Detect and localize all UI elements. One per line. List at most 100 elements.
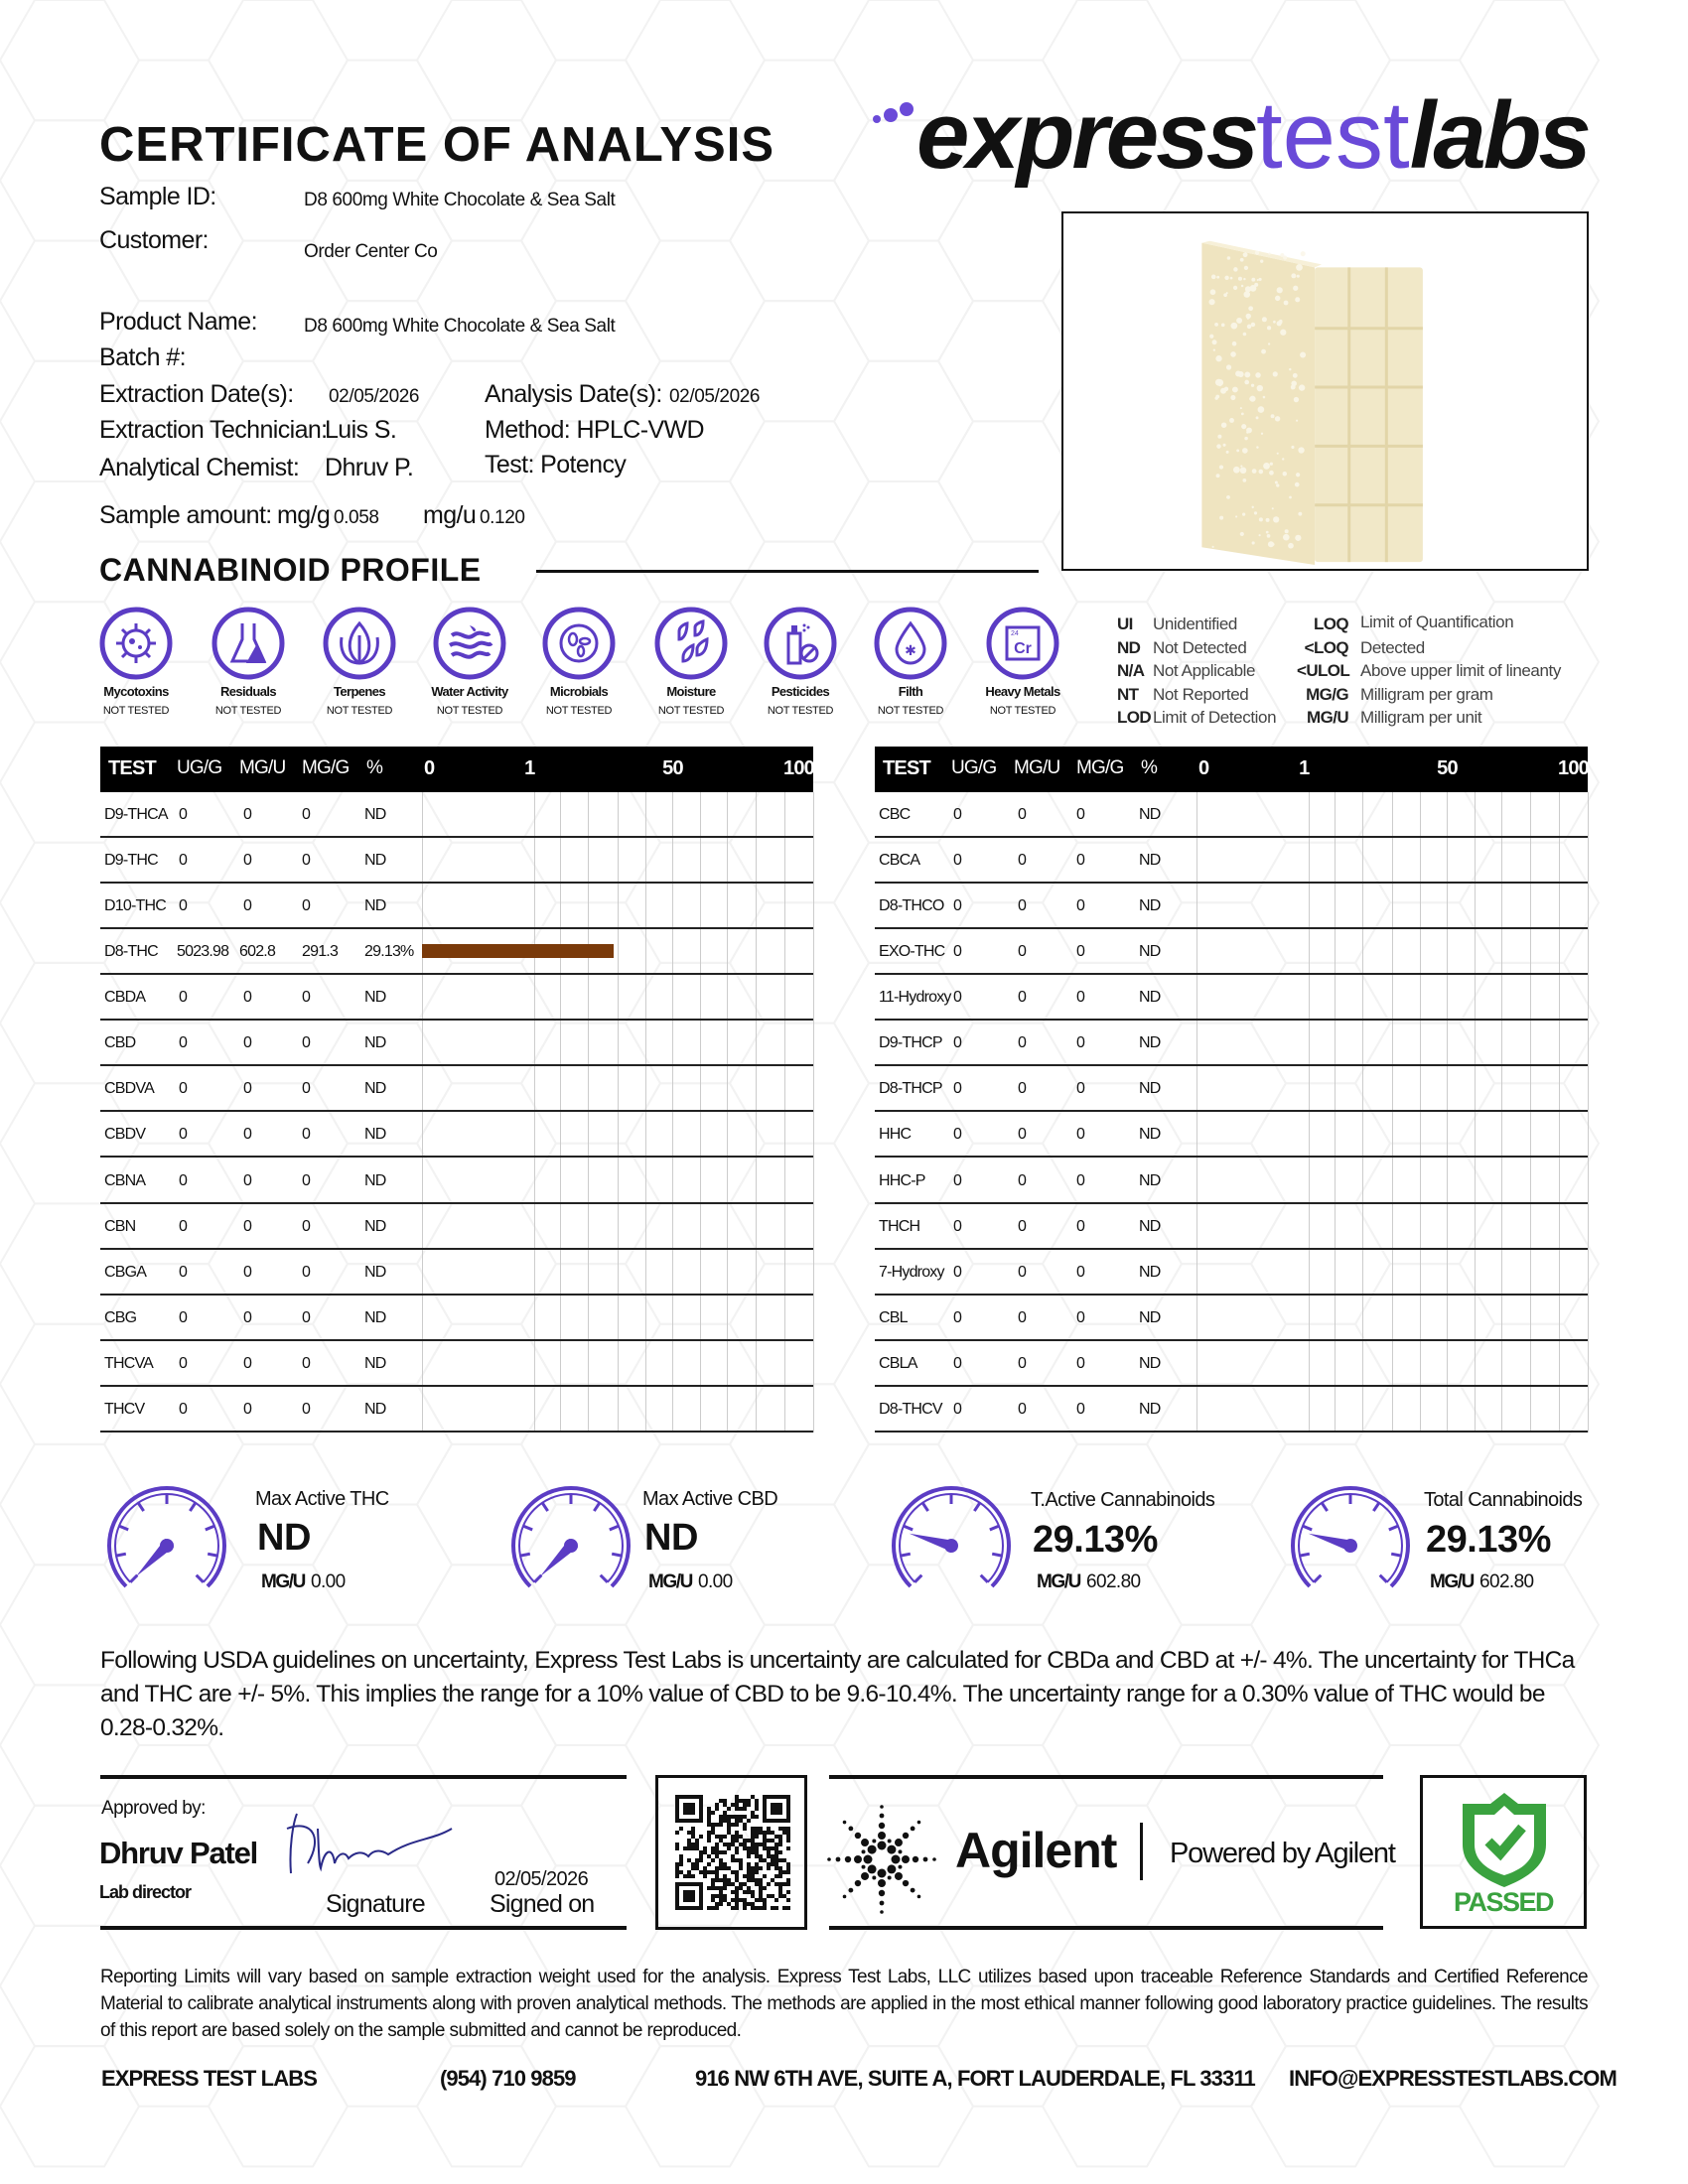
chart-gridline bbox=[1447, 792, 1449, 1433]
cell-mgg: 0 bbox=[302, 1080, 311, 1098]
cell-ugg: 0 bbox=[179, 1400, 188, 1418]
page-title: CERTIFICATE OF ANALYSIS bbox=[99, 118, 775, 172]
cell-mgu: 0 bbox=[243, 1354, 252, 1372]
cell-pct: ND bbox=[364, 1171, 386, 1189]
cell-ugg: 0 bbox=[179, 1126, 188, 1144]
chromium-element-icon: 24 Cr bbox=[985, 606, 1060, 681]
test-label: Water Activity bbox=[431, 684, 508, 699]
cell-mgu: 0 bbox=[243, 1263, 252, 1281]
divider bbox=[100, 1775, 627, 1779]
cell-mgu: 0 bbox=[243, 1400, 252, 1418]
footer-email[interactable]: INFO@EXPRESSTESTLABS.COM bbox=[1289, 2066, 1618, 2091]
droplets-icon bbox=[653, 606, 729, 681]
chart-gridline bbox=[1419, 792, 1421, 1433]
qr-code[interactable] bbox=[655, 1775, 807, 1930]
table-row: D8-THCP 0 0 0 ND bbox=[875, 1066, 1588, 1113]
gauge-mgu-label: MG/U bbox=[261, 1571, 306, 1592]
analysis-date-value: 02/05/2026 bbox=[669, 386, 761, 407]
table-row: CBCA 0 0 0 ND bbox=[875, 838, 1588, 885]
signature-label: Signature bbox=[326, 1890, 426, 1918]
cell-mgg: 0 bbox=[1076, 1080, 1085, 1098]
cell-mgu: 0 bbox=[1018, 1308, 1027, 1326]
technician-label: Extraction Technician: bbox=[99, 416, 328, 444]
test-label: Microbials bbox=[549, 684, 609, 699]
method-value: Method: HPLC-VWD bbox=[485, 416, 705, 444]
cell-mgg: 0 bbox=[1076, 1263, 1085, 1281]
chart-gridline bbox=[1362, 792, 1364, 1433]
column-header: TEST bbox=[108, 757, 157, 779]
uncertainty-statement: Following USDA guidelines on uncertainty… bbox=[100, 1647, 1575, 1741]
test-status: NOT TESTED bbox=[102, 705, 170, 717]
gauge-icon bbox=[892, 1486, 1011, 1588]
chart-gridline bbox=[1588, 792, 1589, 1433]
test-status: NOT TESTED bbox=[436, 705, 503, 717]
legend-text: Milligram per unit bbox=[1360, 708, 1482, 727]
virus-icon bbox=[98, 606, 174, 681]
qr-code-icon bbox=[675, 1795, 790, 1910]
chart-gridline bbox=[756, 792, 758, 1433]
cell-pct: ND bbox=[1139, 806, 1161, 823]
approver-role: Lab director bbox=[99, 1882, 192, 1902]
scale-label: 1 bbox=[1299, 757, 1310, 779]
scale-label: 100 bbox=[1558, 757, 1590, 779]
cell-mgu: 0 bbox=[1018, 989, 1027, 1007]
cell-pct: ND bbox=[364, 1400, 386, 1418]
legend-text: Not Detected bbox=[1153, 637, 1247, 657]
gauge-value: ND bbox=[257, 1517, 311, 1559]
cell-ugg: 0 bbox=[953, 943, 962, 961]
test-label: Pesticides bbox=[771, 684, 830, 699]
cell-ugg: 0 bbox=[179, 806, 188, 823]
column-header: MG/U bbox=[239, 757, 286, 778]
cell-name: 11-Hydroxy bbox=[879, 989, 951, 1007]
gauge-mgu-value: 0.00 bbox=[311, 1571, 346, 1592]
mgu-label: mg/u bbox=[423, 501, 477, 529]
table-row: THCVA 0 0 0 ND bbox=[100, 1341, 813, 1387]
cell-mgu: 0 bbox=[1018, 943, 1027, 961]
cell-mgu: 0 bbox=[243, 897, 252, 915]
table-row: CBDV 0 0 0 ND bbox=[100, 1112, 813, 1159]
footer-phone[interactable]: (954) 710 9859 bbox=[440, 2066, 577, 2091]
cell-ugg: 0 bbox=[953, 1171, 962, 1189]
cell-mgg: 0 bbox=[302, 1171, 311, 1189]
powered-by-agilent: Powered by Agilent bbox=[1170, 1838, 1396, 1869]
cell-mgg: 0 bbox=[1076, 1217, 1085, 1235]
cell-ugg: 0 bbox=[179, 1080, 188, 1098]
cell-name: HHC bbox=[879, 1126, 912, 1144]
cell-mgu: 0 bbox=[243, 806, 252, 823]
column-header: UG/G bbox=[177, 757, 222, 778]
chart-gridline bbox=[588, 792, 590, 1433]
legend-abbr: <LOQ bbox=[1304, 637, 1349, 657]
test-status: NOT TESTED bbox=[214, 705, 282, 717]
extraction-date-value: 02/05/2026 bbox=[329, 386, 420, 407]
cell-name: CBDVA bbox=[104, 1080, 155, 1098]
cell-mgg: 0 bbox=[1076, 806, 1085, 823]
cell-pct: ND bbox=[1139, 943, 1161, 961]
legend-abbr: MG/U bbox=[1307, 708, 1349, 727]
cell-pct: ND bbox=[1139, 1400, 1161, 1418]
cell-ugg: 0 bbox=[953, 1217, 962, 1235]
table-row: D8-THCV 0 0 0 ND bbox=[875, 1387, 1588, 1433]
analysis-date-label: Analysis Date(s): bbox=[485, 380, 662, 408]
test-status: NOT TESTED bbox=[877, 705, 944, 717]
cell-pct: ND bbox=[1139, 1217, 1161, 1235]
cell-pct: ND bbox=[364, 1034, 386, 1052]
scale-label: 0 bbox=[424, 757, 435, 779]
cell-ugg: 0 bbox=[953, 1126, 962, 1144]
chart-gridline bbox=[783, 792, 785, 1433]
cell-ugg: 0 bbox=[179, 1171, 188, 1189]
brand-separator bbox=[1140, 1823, 1143, 1880]
gauge-mgu: MG/U 602.80 bbox=[1037, 1571, 1141, 1593]
cell-name: D8-THC bbox=[104, 943, 159, 961]
signed-date: 02/05/2026 bbox=[494, 1868, 589, 1890]
legend-abbr: ND bbox=[1117, 637, 1141, 657]
chart-gridline bbox=[534, 792, 536, 1433]
gauge-mgu: MG/U 602.80 bbox=[1430, 1571, 1534, 1593]
cell-mgu: 0 bbox=[1018, 852, 1027, 870]
cell-name: CBDA bbox=[104, 989, 146, 1007]
gauge-mgu-label: MG/U bbox=[1037, 1571, 1081, 1592]
test-label: Terpenes bbox=[333, 684, 386, 699]
table-row: CBLA 0 0 0 ND bbox=[875, 1341, 1588, 1387]
cell-ugg: 0 bbox=[953, 852, 962, 870]
chart-gridline bbox=[1500, 792, 1502, 1433]
cell-name: D10-THC bbox=[104, 897, 167, 915]
